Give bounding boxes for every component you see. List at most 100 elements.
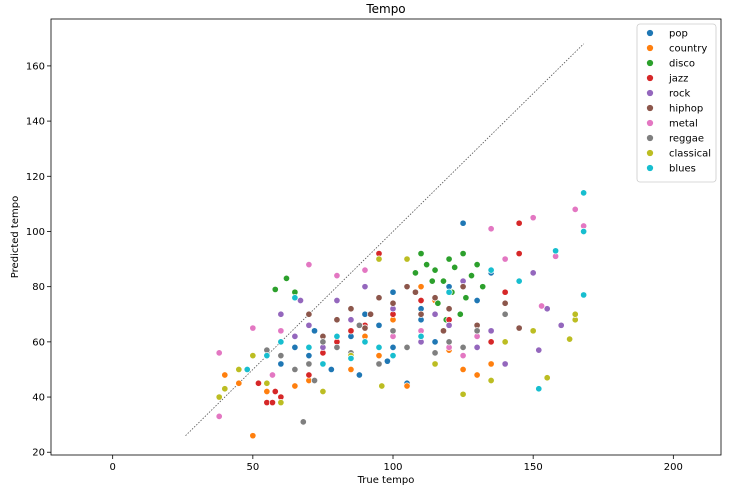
point-metal <box>529 214 537 222</box>
point-disco <box>462 294 470 302</box>
points-layer <box>215 189 588 440</box>
point-classical <box>487 376 495 385</box>
point-classical <box>235 365 243 374</box>
legend-label-disco: disco <box>669 59 695 70</box>
point-blues <box>361 338 369 346</box>
y-tick-label: 120 <box>26 172 45 183</box>
point-rock <box>445 321 453 329</box>
legend-marker-rock <box>646 89 654 97</box>
point-classical <box>459 390 467 398</box>
point-classical <box>319 387 327 396</box>
point-blues <box>580 291 588 299</box>
point-blues <box>389 352 397 360</box>
legend-marker-metal <box>646 119 654 127</box>
point-rock <box>487 327 495 335</box>
x-tick-label: 0 <box>109 462 115 473</box>
point-reggae <box>305 360 313 368</box>
point-reggae <box>277 352 285 360</box>
point-blues <box>445 288 453 296</box>
legend-marker-reggae <box>646 134 654 142</box>
point-hiphop <box>515 324 523 332</box>
legend-marker-classical <box>646 149 654 157</box>
point-metal <box>333 272 341 280</box>
legend-marker-hiphop <box>646 104 654 112</box>
point-blues <box>487 266 495 274</box>
point-metal <box>268 371 277 379</box>
point-disco <box>423 261 431 269</box>
y-tick-label: 140 <box>26 117 45 128</box>
point-pop <box>305 352 313 360</box>
point-rock <box>431 310 439 318</box>
point-disco <box>439 277 448 285</box>
point-country <box>417 283 425 291</box>
point-pop <box>473 296 481 305</box>
point-rock <box>361 283 369 291</box>
point-metal <box>215 412 223 420</box>
point-country <box>221 371 229 379</box>
point-reggae <box>333 343 341 351</box>
point-disco <box>282 274 291 282</box>
point-disco <box>431 266 439 274</box>
y-ticks: 20 40 60 80 100 120 140 160 <box>26 61 51 459</box>
y-tick-label: 40 <box>32 393 45 404</box>
reference-line-layer <box>185 43 584 436</box>
point-rock <box>291 332 299 340</box>
point-classical <box>215 393 223 401</box>
point-disco <box>411 269 419 277</box>
point-jazz <box>305 371 313 379</box>
point-disco <box>451 263 459 271</box>
point-rock <box>557 321 565 329</box>
point-reggae <box>403 343 411 351</box>
point-disco <box>445 255 453 263</box>
point-metal <box>305 261 313 269</box>
x-tick-label: 100 <box>383 462 402 473</box>
point-hiphop <box>417 310 425 318</box>
point-country <box>375 352 383 360</box>
point-classical <box>403 255 411 263</box>
point-metal <box>249 324 257 332</box>
point-jazz <box>347 327 355 335</box>
x-tick-label: 50 <box>246 462 259 473</box>
point-reggae <box>310 376 319 385</box>
point-blues <box>580 189 588 197</box>
point-jazz <box>254 379 262 387</box>
point-rock <box>305 321 313 329</box>
point-hiphop <box>361 324 369 332</box>
y-axis-label: Predicted tempo <box>10 196 21 278</box>
point-blues <box>552 247 560 255</box>
point-blues <box>347 354 355 362</box>
y-tick-label: 60 <box>32 337 45 348</box>
point-reggae <box>459 343 467 351</box>
point-pop <box>389 343 397 351</box>
point-classical <box>529 327 537 335</box>
point-hiphop <box>459 283 467 291</box>
legend-label-hiphop: hiphop <box>669 104 703 115</box>
legend-label-pop: pop <box>669 29 688 40</box>
point-hiphop <box>445 305 453 313</box>
point-blues <box>535 385 543 393</box>
point-metal <box>277 327 285 335</box>
point-country <box>263 387 271 396</box>
point-pop <box>277 360 285 368</box>
point-reggae <box>375 360 383 368</box>
point-classical <box>263 379 271 387</box>
point-metal <box>571 205 579 213</box>
legend-marker-blues <box>646 164 654 172</box>
point-hiphop <box>305 310 313 318</box>
point-jazz <box>271 387 279 396</box>
point-reggae <box>431 349 439 357</box>
point-hiphop <box>333 316 341 324</box>
chart-title: Tempo <box>365 2 405 16</box>
legend-marker-disco <box>646 59 654 67</box>
point-country <box>487 360 495 368</box>
point-metal <box>361 266 369 274</box>
point-blues <box>515 277 523 285</box>
legend-box <box>636 23 717 183</box>
point-disco <box>428 277 436 285</box>
point-blues <box>291 294 299 302</box>
point-jazz <box>501 288 509 296</box>
point-pop <box>291 343 299 351</box>
point-pop <box>310 327 319 335</box>
point-reggae <box>355 321 363 329</box>
point-disco <box>479 283 487 291</box>
